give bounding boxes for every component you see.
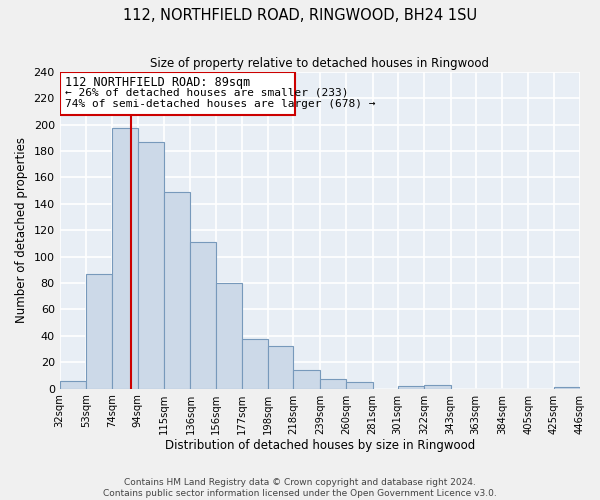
Text: Contains HM Land Registry data © Crown copyright and database right 2024.
Contai: Contains HM Land Registry data © Crown c…: [103, 478, 497, 498]
Text: 112, NORTHFIELD ROAD, RINGWOOD, BH24 1SU: 112, NORTHFIELD ROAD, RINGWOOD, BH24 1SU: [123, 8, 477, 22]
Bar: [215, 283, 242, 389]
Bar: [398, 386, 424, 388]
Bar: [293, 370, 320, 388]
FancyBboxPatch shape: [59, 72, 295, 116]
Bar: [320, 380, 346, 388]
Text: 74% of semi-detached houses are larger (678) →: 74% of semi-detached houses are larger (…: [65, 100, 375, 110]
Y-axis label: Number of detached properties: Number of detached properties: [15, 137, 28, 323]
Text: 112 NORTHFIELD ROAD: 89sqm: 112 NORTHFIELD ROAD: 89sqm: [65, 76, 250, 88]
Bar: [86, 274, 112, 388]
Bar: [112, 128, 137, 388]
Bar: [346, 382, 373, 388]
X-axis label: Distribution of detached houses by size in Ringwood: Distribution of detached houses by size …: [165, 440, 475, 452]
Bar: [242, 338, 268, 388]
Bar: [424, 384, 451, 388]
Bar: [59, 381, 86, 388]
Bar: [164, 192, 190, 388]
Text: ← 26% of detached houses are smaller (233): ← 26% of detached houses are smaller (23…: [65, 88, 348, 98]
Bar: [268, 346, 293, 389]
Title: Size of property relative to detached houses in Ringwood: Size of property relative to detached ho…: [151, 58, 490, 70]
Bar: [137, 142, 164, 388]
Bar: [190, 242, 215, 388]
